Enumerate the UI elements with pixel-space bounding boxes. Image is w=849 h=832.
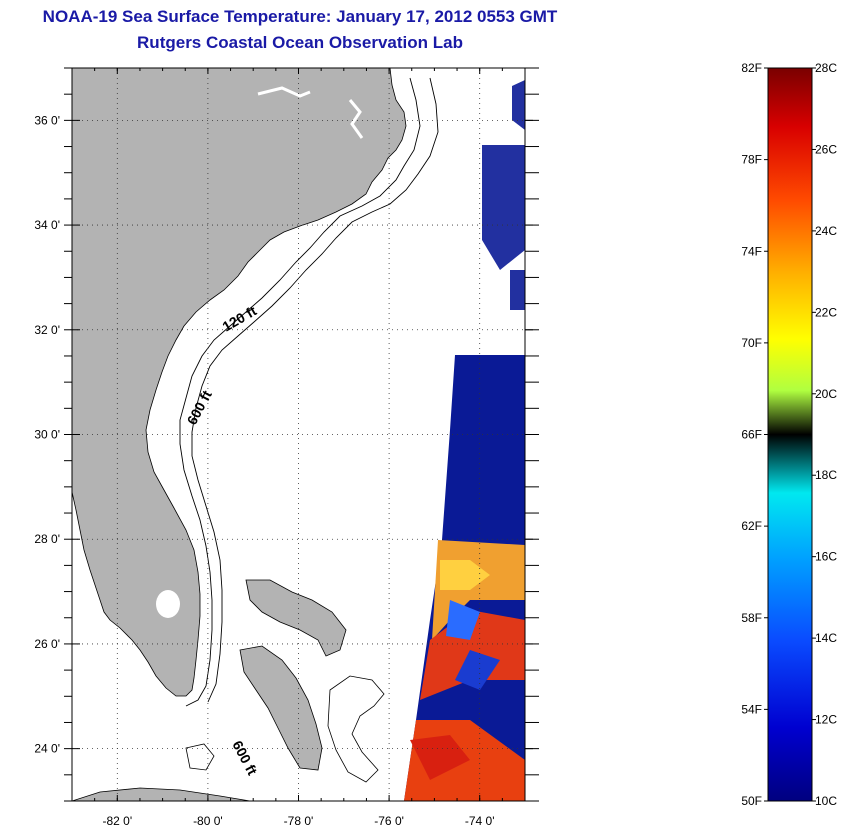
colorbar-c-label: 22C — [815, 305, 837, 319]
lat-tick-label: 24 0' — [34, 742, 60, 756]
colorbar-c-label: 16C — [815, 550, 837, 564]
map-axis-ticks: -82 0' -80 0' -78 0' -76 0' -74 0' 24 0' 26 0'… — [34, 67, 539, 828]
lon-tick-label: -80 0' — [193, 814, 223, 828]
colorbar-f-label: 82F — [741, 61, 762, 75]
lat-tick-label: 36 0' — [34, 113, 60, 127]
colorbar-f-label: 74F — [741, 244, 762, 258]
colorbar-c-label: 10C — [815, 794, 837, 808]
inland-water — [257, 86, 311, 98]
cuba-coast — [72, 787, 251, 801]
bahamas-bank-east — [327, 675, 385, 783]
cay-sal-bank — [185, 743, 215, 771]
lon-tick-label: -76 0' — [374, 814, 404, 828]
land-mass — [72, 68, 407, 697]
inland-water-2 — [348, 99, 364, 139]
colorbar — [767, 67, 813, 802]
colorbar-f-label: 66F — [741, 428, 762, 442]
contour-120ft — [179, 77, 421, 707]
bahamas-bank-south — [239, 645, 323, 771]
colorbar-f-label: 70F — [741, 336, 762, 350]
colorbar-ticks: 82F 78F 74F 70F 66F 62F 58F 54F 50F 28C 26C 24C 22C 2… — [741, 61, 837, 808]
map-subtitle: Rutgers Coastal Ocean Observation Lab — [137, 33, 463, 52]
lake-okeechobee — [156, 590, 180, 618]
colorbar-f-label: 78F — [741, 153, 762, 167]
colorbar-f-label: 58F — [741, 611, 762, 625]
colorbar-f-label: 50F — [741, 794, 762, 808]
lat-tick-label: 34 0' — [34, 218, 60, 232]
colorbar-c-label: 26C — [815, 142, 837, 156]
lat-tick-label: 28 0' — [34, 532, 60, 546]
colorbar-f-label: 54F — [741, 702, 762, 716]
map-plot-area — [72, 68, 525, 801]
lon-tick-label: -74 0' — [465, 814, 495, 828]
sst-satellite-swath — [404, 80, 525, 801]
colorbar-c-label: 20C — [815, 387, 837, 401]
map-grid — [72, 68, 525, 801]
colorbar-c-label: 28C — [815, 61, 837, 75]
lon-tick-label: -78 0' — [284, 814, 314, 828]
lat-tick-label: 26 0' — [34, 637, 60, 651]
lon-tick-label: -82 0' — [102, 814, 132, 828]
colorbar-c-label: 12C — [815, 713, 837, 727]
colorbar-c-label: 24C — [815, 224, 837, 238]
contour-600ft — [191, 77, 439, 703]
map-title: NOAA-19 Sea Surface Temperature: January… — [42, 7, 558, 26]
colorbar-f-label: 62F — [741, 519, 762, 533]
lat-tick-label: 30 0' — [34, 428, 60, 442]
colorbar-c-label: 18C — [815, 468, 837, 482]
colorbar-c-label: 14C — [815, 631, 837, 645]
bahamas-bank-north — [245, 579, 347, 657]
lat-tick-label: 32 0' — [34, 323, 60, 337]
